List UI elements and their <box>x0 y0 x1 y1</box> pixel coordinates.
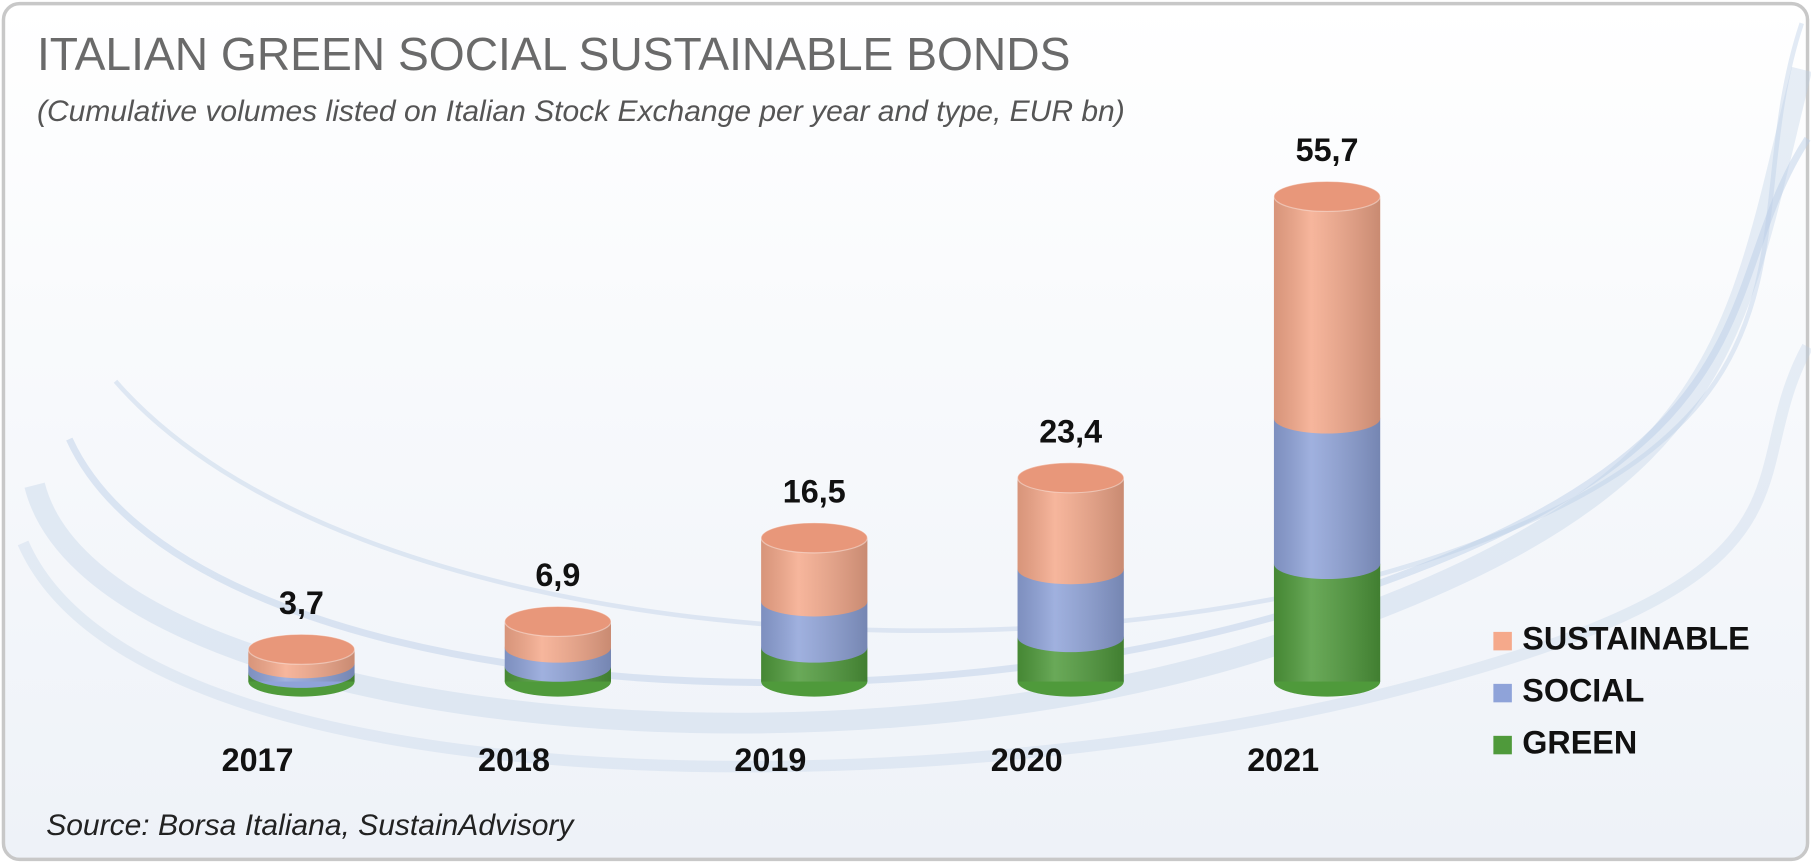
legend-label: GREEN <box>1522 725 1637 761</box>
legend-label: SUSTAINABLE <box>1522 621 1750 657</box>
cylinder-shading <box>1017 477 1124 682</box>
total-label: 16,5 <box>783 474 846 510</box>
cylinder-cap <box>504 605 612 638</box>
total-label: 6,9 <box>535 557 580 593</box>
chart-subtitle: (Cumulative volumes listed on Italian St… <box>37 95 1125 128</box>
cylinder-shading <box>1273 196 1381 682</box>
legend-swatch <box>1493 735 1512 755</box>
legend-swatch <box>1493 683 1512 703</box>
cylinder-cap <box>1016 462 1125 494</box>
cylinder-cap <box>247 633 356 665</box>
x-tick-label: 2019 <box>734 742 806 778</box>
x-tick-label: 2021 <box>1247 742 1319 778</box>
x-tick-label: 2020 <box>991 742 1063 778</box>
cylinder-shading <box>761 537 868 682</box>
legend-swatch <box>1493 631 1512 651</box>
total-label: 23,4 <box>1039 413 1102 449</box>
total-label: 3,7 <box>279 585 324 621</box>
source: Source: Borsa Italiana, SustainAdvisory <box>46 809 575 842</box>
legend-label: SOCIAL <box>1522 673 1644 709</box>
cylinder-cap <box>1273 180 1381 213</box>
x-tick-label: 2018 <box>478 742 550 778</box>
cylinder-cap <box>760 522 868 554</box>
total-label: 55,7 <box>1296 132 1359 168</box>
chart-title: ITALIAN GREEN SOCIAL SUSTAINABLE BONDS <box>37 28 1071 80</box>
x-tick-label: 2017 <box>222 742 294 778</box>
background-swoosh <box>17 22 1811 773</box>
